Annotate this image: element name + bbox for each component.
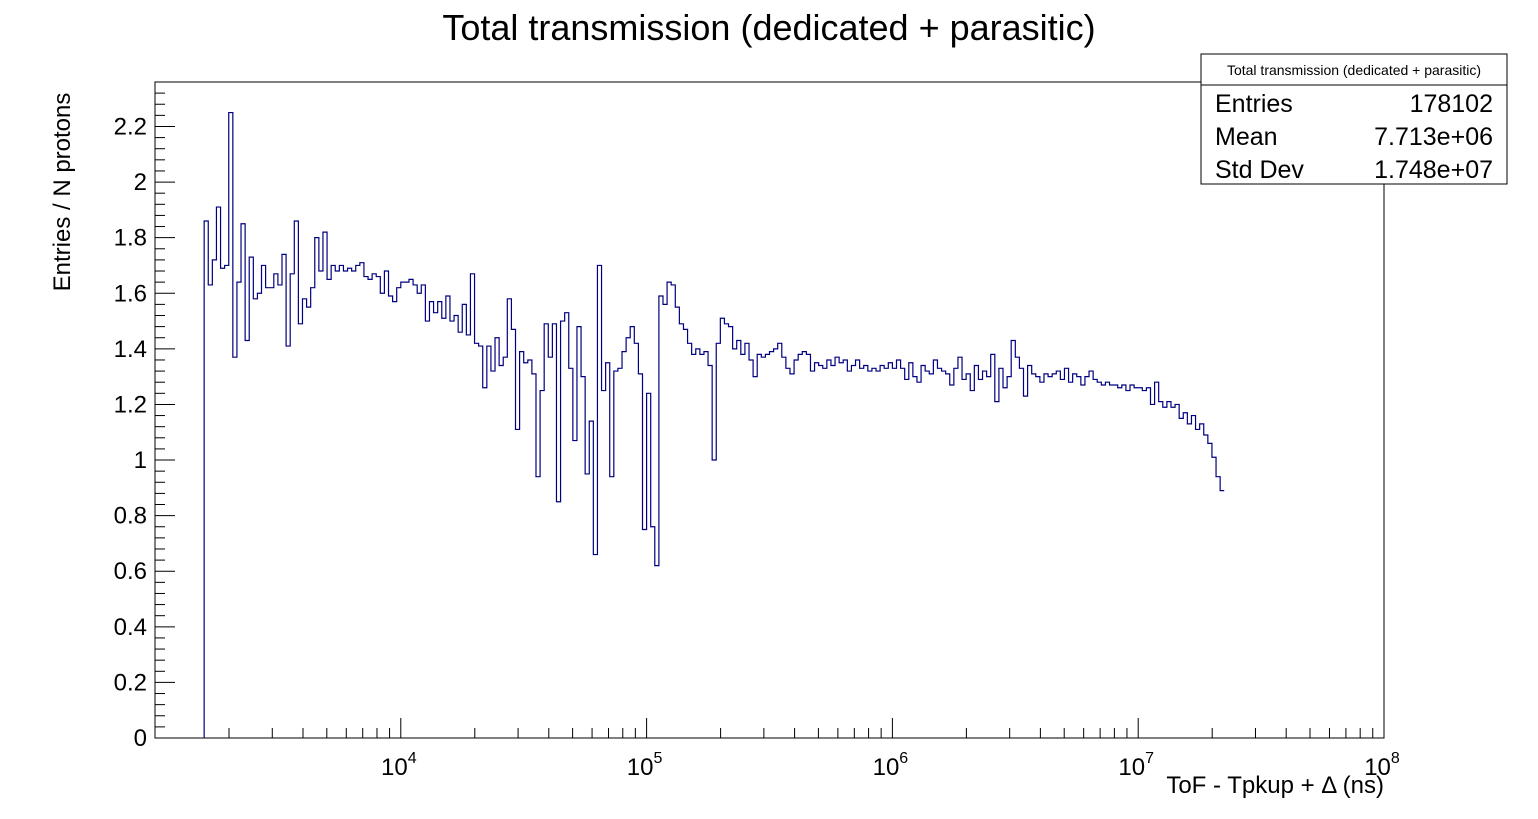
- x-tick-label: 108: [1364, 750, 1400, 781]
- stats-box-frame: [1200, 53, 1508, 185]
- y-axis-label: Entries / N protons: [49, 93, 76, 292]
- stats-mean-value: 7.713e+06: [1374, 123, 1493, 151]
- y-tick-label: 2: [134, 169, 147, 196]
- stats-entries-label: Entries: [1215, 90, 1293, 118]
- y-tick-label: 1.2: [114, 391, 147, 418]
- x-tick-label: 107: [1118, 750, 1154, 781]
- stats-stddev-value: 1.748e+07: [1374, 156, 1493, 184]
- y-tick-label: 0.8: [114, 503, 147, 530]
- y-tick-label: 1.4: [114, 336, 147, 363]
- x-axis-ticks: [154, 718, 1385, 738]
- y-tick-label: 1.8: [114, 225, 147, 252]
- y-tick-label: 0.6: [114, 558, 147, 585]
- histogram-series-line: [203, 111, 1225, 738]
- y-tick-label: 0.4: [114, 614, 147, 641]
- stats-box: Total transmission (dedicated + parasiti…: [1200, 53, 1508, 185]
- y-axis-tick-labels: 0 0.2 0.4 0.6 0.8 1 1.2 1.4 1.6 1.8 2 2.2: [114, 113, 147, 752]
- stats-stddev-label: Std Dev: [1215, 156, 1304, 184]
- x-tick-label: 105: [627, 750, 663, 781]
- stats-entries-value: 178102: [1410, 90, 1493, 118]
- y-tick-label: 0.2: [114, 669, 147, 696]
- y-tick-label: 2.2: [114, 113, 147, 140]
- stats-box-title: Total transmission (dedicated + parasiti…: [1227, 62, 1481, 78]
- x-tick-label: 104: [381, 750, 417, 781]
- stats-mean-label: Mean: [1215, 123, 1278, 151]
- y-axis-ticks: [155, 81, 175, 739]
- x-axis-tick-labels: 104 105 106 107 108: [381, 750, 1400, 781]
- y-tick-label: 0: [134, 725, 147, 752]
- y-tick-label: 1.6: [114, 280, 147, 307]
- y-tick-label: 1: [134, 447, 147, 474]
- chart-title: Total transmission (dedicated + parasiti…: [442, 7, 1095, 48]
- x-tick-label: 106: [873, 750, 909, 781]
- plot-frame: [154, 81, 1385, 739]
- x-axis-label: ToF - Tpkup + Δ (ns): [1166, 772, 1384, 799]
